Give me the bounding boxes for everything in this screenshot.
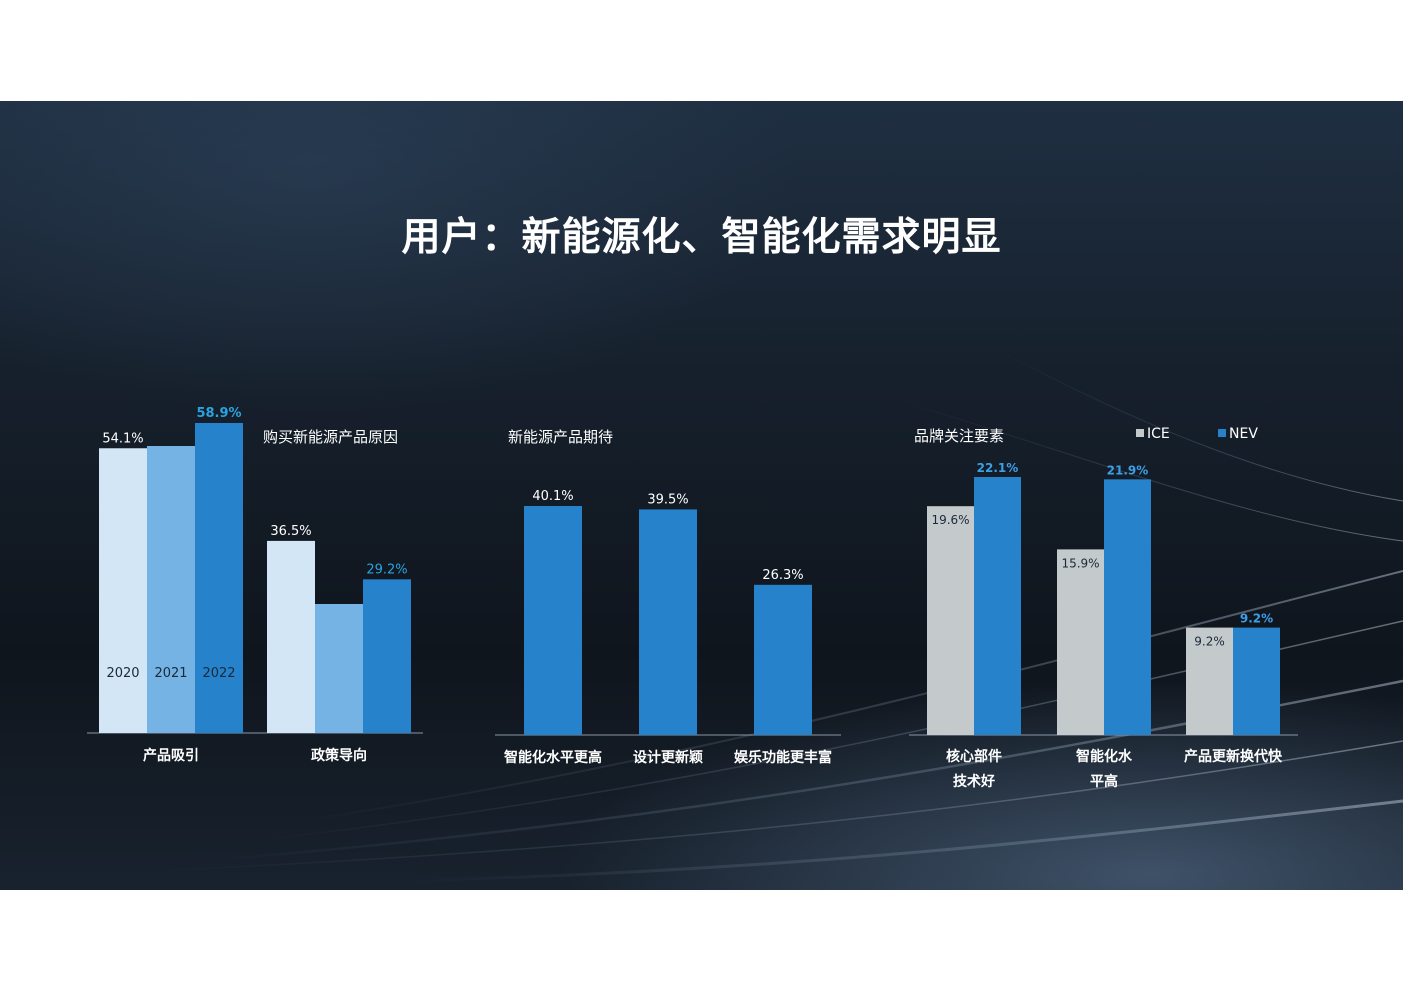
chart1-series-label: 2020	[106, 666, 139, 681]
chart1-category-label: 政策导向	[311, 747, 367, 764]
chart2-category-label: 设计更新颖	[633, 749, 703, 766]
chart1-bar	[315, 604, 363, 733]
chart3-category-label: 核心部件	[946, 748, 1002, 765]
legend-swatch-ice	[1136, 429, 1144, 437]
chart2-data-label: 40.1%	[532, 489, 573, 504]
chart3-title: 品牌关注要素	[914, 427, 1004, 445]
chart3-category-label: 技术好	[953, 773, 995, 790]
chart3-data-label: 15.9%	[1061, 556, 1099, 570]
chart2-bar	[754, 584, 812, 735]
chart3-category-label: 产品更新换代快	[1184, 748, 1283, 765]
chart1-bar	[363, 579, 411, 733]
chart3-data-label: 9.2%	[1240, 612, 1273, 626]
chart1-data-label: 29.2%	[366, 562, 407, 577]
chart3-category-label: 智能化水	[1075, 748, 1133, 765]
chart1-category-label: 产品吸引	[143, 747, 199, 764]
chart3-data-label: 19.6%	[931, 513, 969, 527]
chart3-data-label: 22.1%	[977, 461, 1019, 475]
chart1-bar	[267, 540, 315, 733]
chart3-bar	[927, 506, 974, 735]
chart1-bar	[99, 448, 147, 733]
chart2-category-label: 智能化水平更高	[503, 749, 602, 766]
chart2-bar	[524, 506, 582, 735]
chart1-bar	[147, 446, 195, 733]
legend-swatch-nev	[1218, 429, 1226, 437]
chart2-category-label: 娱乐功能更丰富	[734, 749, 832, 766]
chart1-title: 购买新能源产品原因	[263, 428, 398, 446]
chart3-bar	[1057, 549, 1104, 735]
chart1-bar	[195, 423, 243, 733]
legend-label-nev: NEV	[1229, 426, 1258, 442]
chart2-bar	[639, 509, 697, 735]
chart2-title: 新能源产品期待	[508, 428, 613, 446]
page-title: 用户：新能源化、智能化需求明显	[401, 215, 1002, 260]
chart3-bar	[1233, 627, 1280, 735]
chart3-data-label: 21.9%	[1107, 463, 1149, 477]
chart3-bar	[974, 477, 1021, 735]
chart1-data-label: 58.9%	[196, 406, 241, 421]
chart1-series-label: 2021	[154, 666, 187, 681]
chart2-data-label: 39.5%	[647, 492, 688, 507]
chart1-data-label: 54.1%	[102, 431, 143, 446]
chart3-data-label: 9.2%	[1194, 635, 1225, 649]
chart3-bar	[1186, 627, 1233, 735]
chart1-data-label: 36.5%	[270, 524, 311, 539]
chart1-series-label: 2022	[202, 666, 235, 681]
chart3-category-label: 平高	[1090, 773, 1118, 790]
legend-label-ice: ICE	[1147, 426, 1170, 442]
chart3-bar	[1104, 479, 1151, 735]
chart2-data-label: 26.3%	[762, 568, 803, 583]
